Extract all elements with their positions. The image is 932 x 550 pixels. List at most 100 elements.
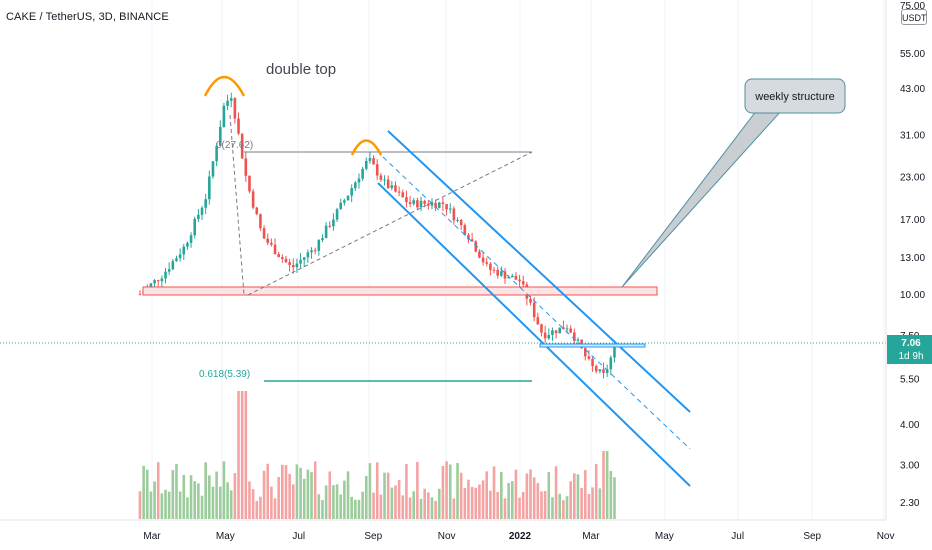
candle-body: [558, 327, 562, 334]
candle-body: [310, 250, 313, 253]
candle-body: [452, 208, 456, 221]
volume-bar: [350, 496, 353, 519]
volume-bar: [189, 475, 193, 519]
candle-body: [441, 202, 445, 205]
double-top-arc-1: [203, 75, 246, 97]
volume-bar: [427, 492, 430, 519]
callout-pointer: [621, 105, 783, 288]
candle-body: [372, 158, 375, 165]
candle-body: [375, 164, 379, 176]
currency-badge[interactable]: USDT: [901, 9, 927, 25]
candle-body: [156, 280, 160, 282]
volume-bar: [419, 498, 423, 519]
volume-bar: [507, 482, 510, 519]
channel-lower[interactable]: [377, 182, 691, 487]
candle-body: [412, 200, 416, 204]
volume-bar: [521, 491, 525, 519]
volume-bar: [138, 491, 142, 519]
candle-body: [521, 281, 525, 285]
volume-bar: [437, 488, 441, 519]
volume-bar: [478, 484, 481, 519]
candle-body: [259, 214, 262, 229]
breakout-box[interactable]: [539, 343, 646, 348]
volume-bar: [142, 465, 145, 519]
candle-body: [332, 219, 335, 227]
candle-body: [175, 258, 178, 262]
time-axis[interactable]: Mar May Jul Sep Nov 2022 Mar May Jul Sep Nov: [0, 519, 895, 542]
candle-body: [554, 330, 558, 334]
volume-bar: [266, 463, 270, 519]
volume-bar: [605, 451, 609, 519]
fib-top-label: 0(27.62): [216, 140, 253, 151]
y-tick-label: 17.00: [900, 215, 925, 226]
volume-bar: [416, 461, 419, 519]
volume-bar: [171, 470, 175, 519]
candle-body: [167, 269, 171, 272]
candle-body: [302, 257, 306, 260]
x-tick-label: Mar: [143, 531, 161, 542]
candle-body: [583, 348, 587, 357]
volume-bar: [262, 470, 266, 519]
volume-bar: [145, 469, 149, 519]
candle-body: [364, 160, 368, 169]
volume-bar: [164, 489, 167, 519]
channel-upper[interactable]: [387, 130, 691, 413]
y-tick-label: 31.00: [900, 130, 925, 141]
volume-bar: [255, 500, 259, 519]
volume-bar: [609, 470, 613, 519]
candle-body: [518, 279, 521, 282]
candle-body: [551, 330, 554, 335]
volume-bar: [321, 500, 324, 519]
y-tick-label: 13.00: [900, 253, 925, 264]
volume-bar: [215, 471, 218, 519]
candle-body: [270, 242, 273, 245]
price-axis[interactable]: 75.00 55.00 43.00 31.00 23.00 17.00 13.00 10.00…: [885, 0, 925, 520]
x-tick-label: May: [655, 531, 674, 542]
candle-body: [613, 345, 616, 358]
candle-body: [532, 302, 536, 318]
volume-bar: [562, 500, 565, 519]
volume-bar: [594, 464, 598, 519]
volume-bar: [401, 495, 405, 519]
y-tick-label: 5.50: [900, 375, 920, 386]
candle-body: [368, 158, 372, 161]
weekly-structure-callout[interactable]: [744, 78, 846, 114]
volume-bar: [222, 461, 226, 519]
volume-bar: [343, 480, 346, 519]
candle-body: [419, 200, 423, 208]
x-tick-label: May: [216, 531, 235, 542]
channel-mid: [382, 156, 691, 450]
volume-bar: [430, 497, 434, 519]
volume-bar: [204, 462, 207, 519]
candle-body: [248, 175, 251, 192]
volume-bar: [445, 461, 448, 519]
volume-bar: [299, 467, 302, 519]
candle-body: [437, 202, 441, 208]
fib-618-label: 0.618(5.39): [199, 369, 250, 380]
volume-bar: [412, 491, 416, 519]
volume-bar: [441, 466, 445, 519]
candle-body: [394, 185, 397, 192]
volume-bar: [386, 472, 390, 519]
candle-body: [149, 283, 153, 288]
volume-bar: [532, 477, 536, 519]
y-tick-label: 3.00: [900, 460, 920, 471]
volume-bar: [317, 494, 321, 519]
volume-bar: [354, 499, 357, 519]
support-zone[interactable]: [142, 286, 658, 296]
volume-bar: [372, 492, 375, 519]
y-tick-label: 4.00: [900, 420, 920, 431]
volume-bar: [583, 470, 587, 519]
candle-body: [430, 202, 434, 206]
x-tick-label: Nov: [438, 531, 456, 542]
candle-body: [171, 261, 175, 270]
volume-bar: [598, 488, 602, 519]
x-tick-label: Nov: [877, 531, 895, 542]
y-tick-label: 2.30: [900, 498, 920, 509]
volume-bar: [492, 466, 496, 519]
volume-bar: [602, 451, 605, 519]
volume-bar: [339, 494, 343, 519]
volume-bar: [167, 491, 171, 519]
candle-body: [448, 208, 452, 210]
